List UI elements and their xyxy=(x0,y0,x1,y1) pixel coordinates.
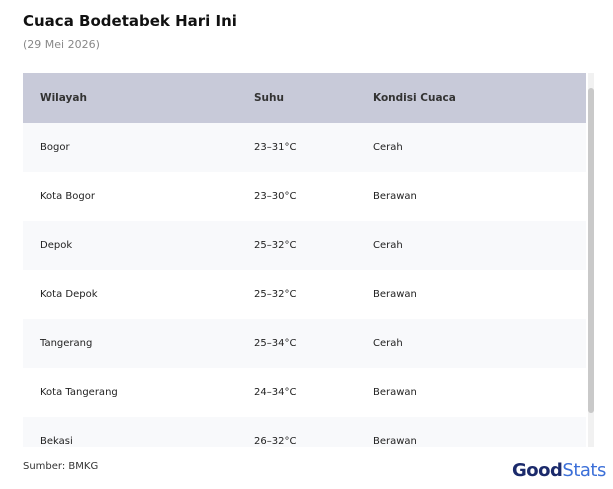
table-cell: 24–34°C xyxy=(254,368,373,417)
table-cell: Cerah xyxy=(373,221,586,270)
table-cell: 25–34°C xyxy=(254,319,373,368)
column-header: Wilayah xyxy=(23,73,254,123)
table-cell: Berawan xyxy=(373,172,586,221)
table-cell: Berawan xyxy=(373,270,586,319)
table-cell: Kota Bogor xyxy=(23,172,254,221)
logo: GoodStats xyxy=(512,460,606,481)
table-row: Bogor 23–31°C Cerah xyxy=(23,123,586,172)
table-cell: Kota Depok xyxy=(23,270,254,319)
column-header: Suhu xyxy=(254,73,373,123)
table-row: Kota Bogor 23–30°C Berawan xyxy=(23,172,586,221)
table-row: Bekasi 26–32°C Berawan xyxy=(23,417,586,447)
table-cell: Berawan xyxy=(373,368,586,417)
table-row: Kota Tangerang 24–34°C Berawan xyxy=(23,368,586,417)
header-row: Wilayah Suhu Kondisi Cuaca xyxy=(23,73,586,123)
table: Wilayah Suhu Kondisi Cuaca Bogor 23–31°C Cer… xyxy=(23,73,586,447)
table-cell: 25–32°C xyxy=(254,270,373,319)
table-row: Depok 25–32°C Cerah xyxy=(23,221,586,270)
table-cell: Cerah xyxy=(373,319,586,368)
table-cell: Kota Tangerang xyxy=(23,368,254,417)
table-cell: Bekasi xyxy=(23,417,254,447)
scrollbar-thumb[interactable] xyxy=(588,88,594,413)
table-cell: Depok xyxy=(23,221,254,270)
table-container: Wilayah Suhu Kondisi Cuaca Bogor 23–31°C Cer… xyxy=(23,73,586,447)
table-row: Tangerang 25–34°C Cerah xyxy=(23,319,586,368)
table-cell: Bogor xyxy=(23,123,254,172)
source: Sumber: BMKG xyxy=(23,461,99,472)
logo-part: Good xyxy=(512,460,563,481)
logo-part: Stats xyxy=(562,460,606,481)
table-body: Bogor 23–31°C Cerah Kota Bogor 23–30°C Berawa… xyxy=(23,123,586,447)
column-header: Kondisi Cuaca xyxy=(373,73,586,123)
subtitle: (29 Mei 2026) xyxy=(23,38,100,51)
table-cell: Cerah xyxy=(373,123,586,172)
table-cell: Tangerang xyxy=(23,319,254,368)
table-row: Kota Depok 25–32°C Berawan xyxy=(23,270,586,319)
table-cell: 23–31°C xyxy=(254,123,373,172)
table-cell: Berawan xyxy=(373,417,586,447)
table-cell: 23–30°C xyxy=(254,172,373,221)
table-cell: 25–32°C xyxy=(254,221,373,270)
title: Cuaca Bodetabek Hari Ini xyxy=(23,12,237,30)
table-cell: 26–32°C xyxy=(254,417,373,447)
